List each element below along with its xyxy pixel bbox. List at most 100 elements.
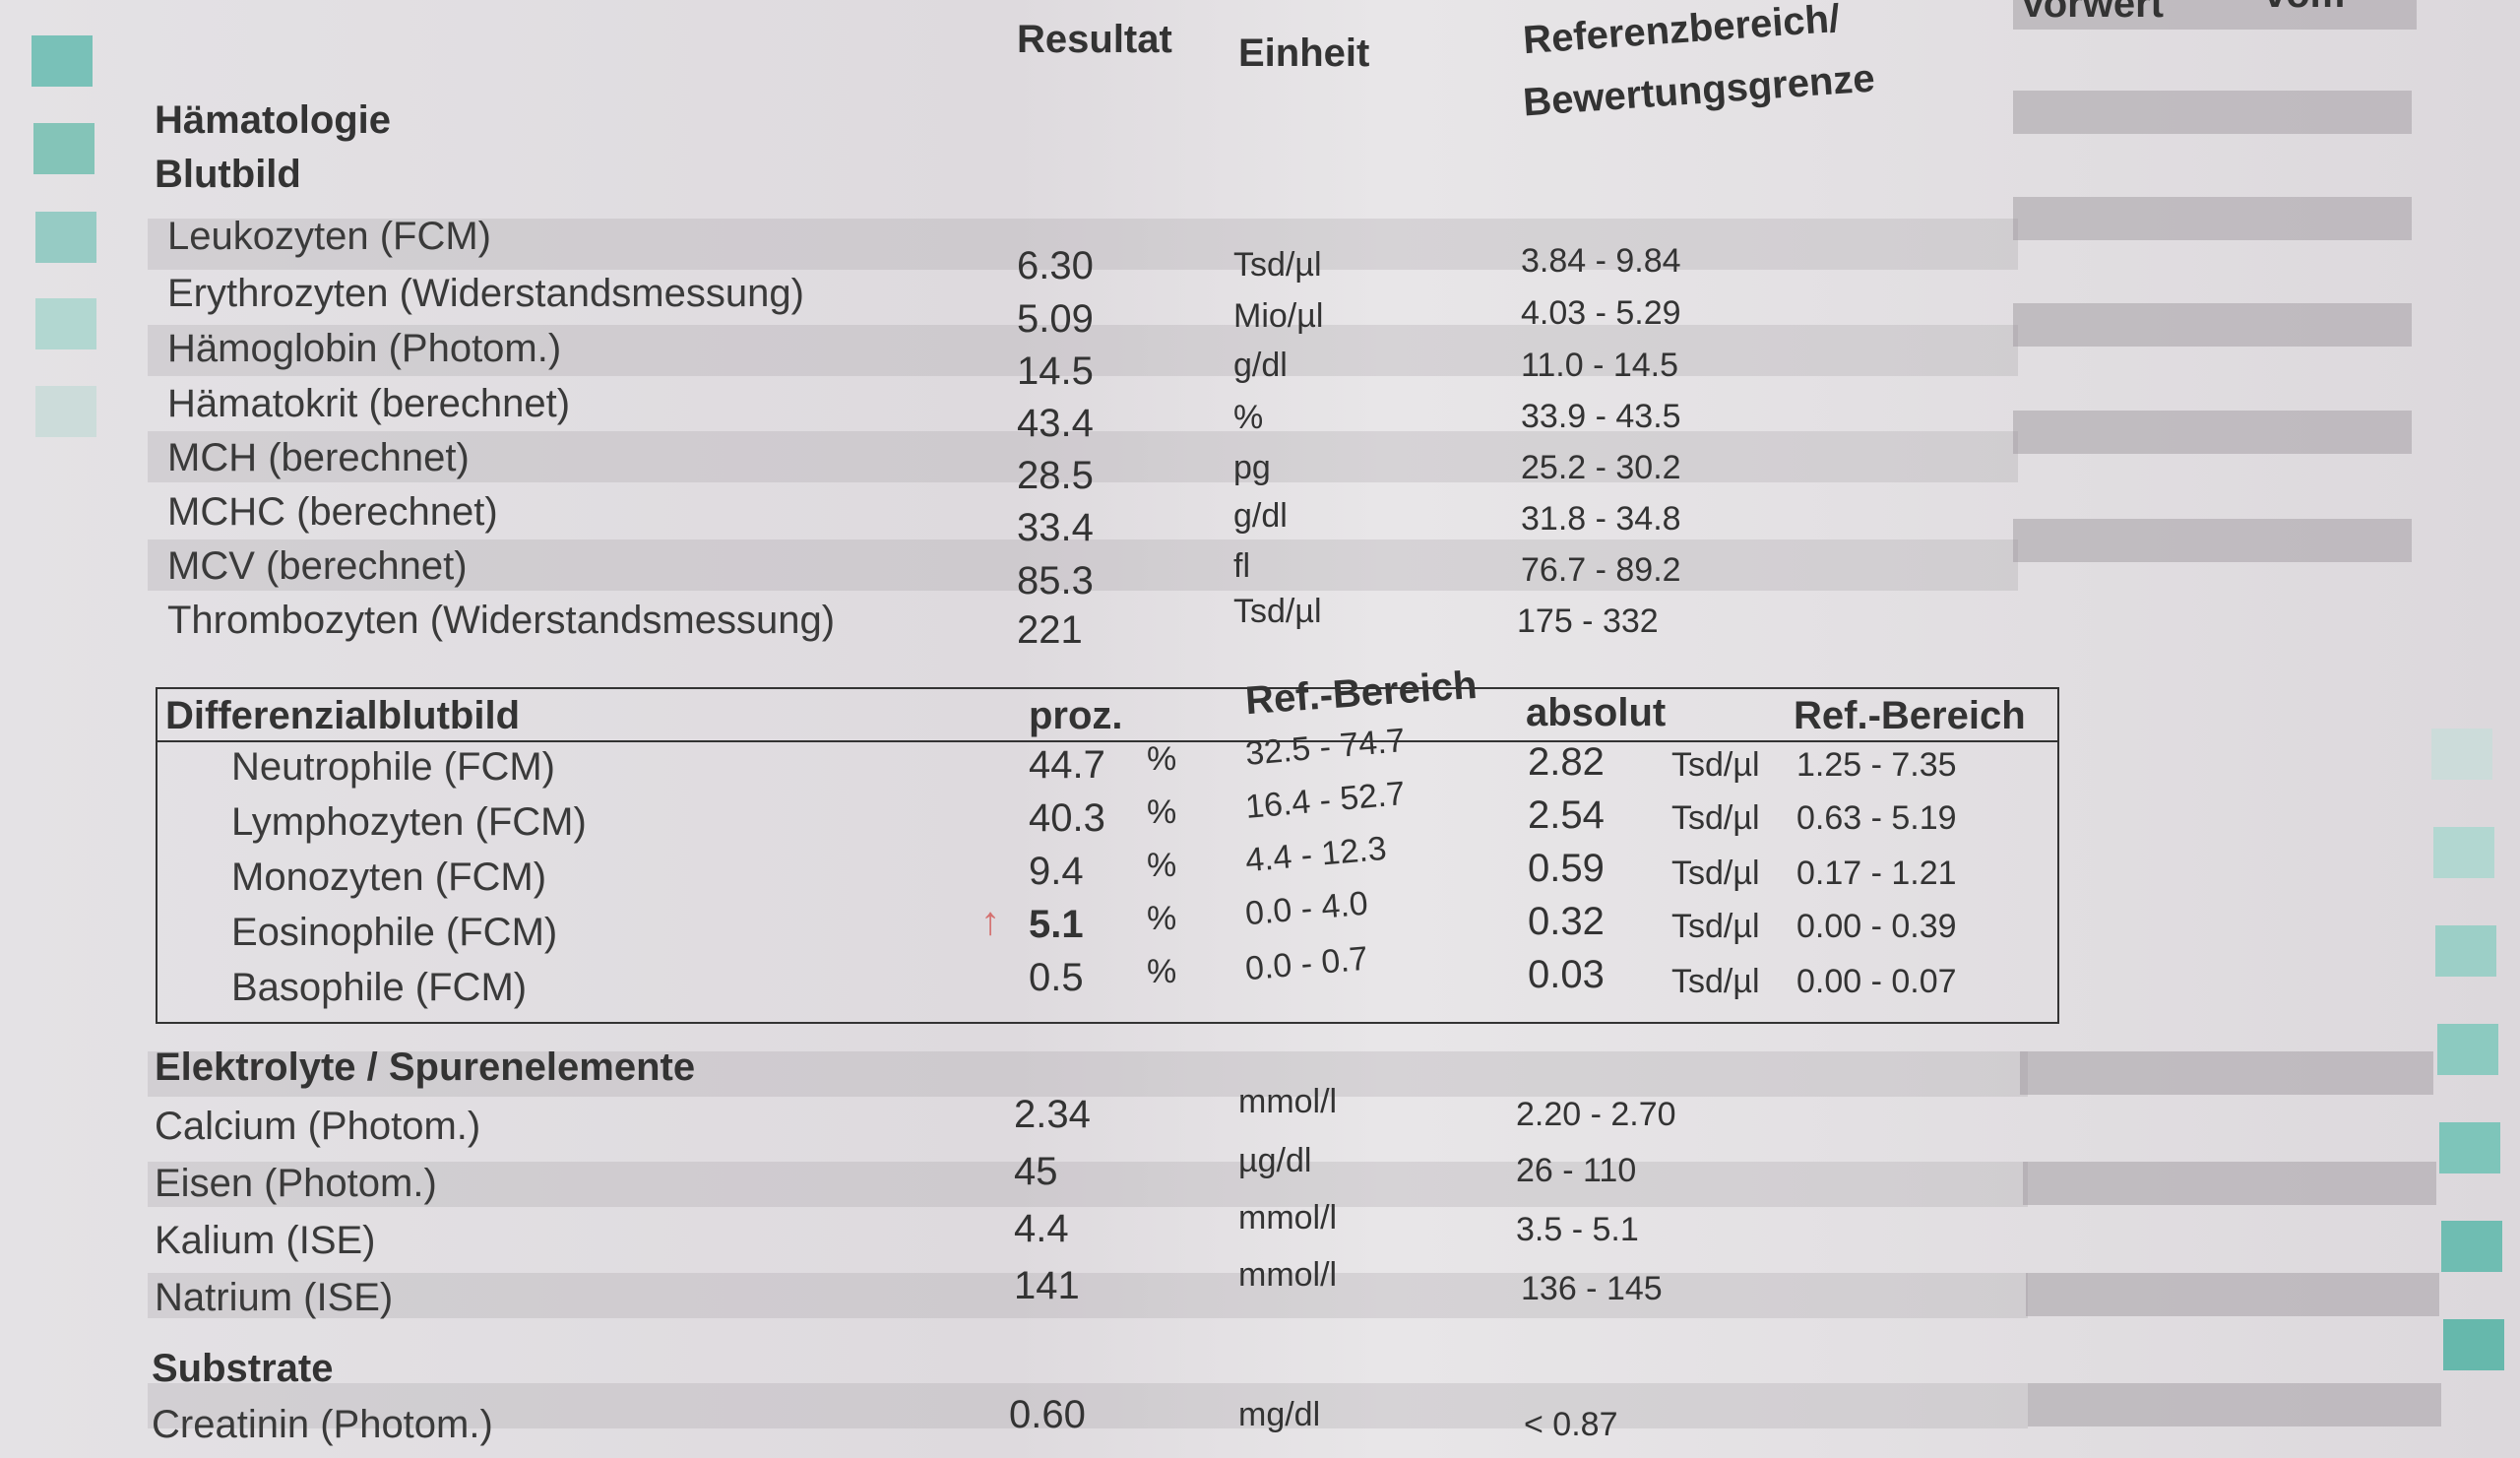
diff-abs-range: 0.63 - 5.19 <box>1796 799 1957 837</box>
diff-pct: 9.4 <box>1029 850 1084 893</box>
teal-marker <box>35 386 96 437</box>
diff-abs: 0.32 <box>1528 900 1605 943</box>
diff-abs: 0.59 <box>1528 847 1605 890</box>
test-name: Creatinin (Photom.) <box>152 1403 493 1446</box>
diff-name: Neutrophile (FCM) <box>231 745 555 789</box>
row-band <box>148 1051 2028 1097</box>
test-name: Thrombozyten (Widerstandsmessung) <box>167 599 836 642</box>
vorwert-bar <box>2013 0 2417 30</box>
vorwert-bar <box>2020 1051 2433 1095</box>
test-range: 136 - 145 <box>1521 1270 1663 1307</box>
vorwert-bar <box>2013 519 2412 562</box>
teal-marker <box>32 35 93 87</box>
diff-pct-unit: % <box>1147 900 1177 937</box>
test-range: 31.8 - 34.8 <box>1521 500 1681 538</box>
section-blutbild: Blutbild <box>155 153 301 196</box>
test-value: 4.4 <box>1014 1207 1069 1250</box>
diff-abs-range: 1.25 - 7.35 <box>1796 746 1957 784</box>
differential-title: Differenzialblutbild <box>165 694 520 737</box>
test-value: 0.60 <box>1009 1393 1086 1436</box>
diff-pct-unit: % <box>1147 793 1177 831</box>
diff-name: Basophile (FCM) <box>231 966 528 1009</box>
col-header-absolut: absolut <box>1526 691 1667 734</box>
test-unit: % <box>1233 399 1264 436</box>
row-band <box>148 325 2018 376</box>
test-name: MCH (berechnet) <box>167 436 470 479</box>
diff-abs-unit: Tsd/µl <box>1671 855 1760 892</box>
section-substrate: Substrate <box>152 1347 334 1390</box>
col-header-vom: vom <box>2264 0 2345 17</box>
teal-marker <box>35 298 96 349</box>
vorwert-bar <box>2013 411 2412 454</box>
col-header-vorwert: Vorwert <box>2020 0 2164 26</box>
test-range: 3.5 - 5.1 <box>1516 1211 1639 1248</box>
test-name: Hämatokrit (berechnet) <box>167 382 571 425</box>
vorwert-bar <box>2023 1162 2436 1205</box>
test-value: 14.5 <box>1017 349 1094 393</box>
test-unit: g/dl <box>1233 497 1288 535</box>
test-range: 26 - 110 <box>1516 1152 1637 1189</box>
test-range: 11.0 - 14.5 <box>1521 347 1679 384</box>
test-unit: Mio/µl <box>1233 297 1324 335</box>
col-header-ref-abs: Ref.-Bereich <box>1794 694 2026 737</box>
test-name: Hämoglobin (Photom.) <box>167 327 562 370</box>
teal-marker <box>2441 1221 2502 1272</box>
test-value: 6.30 <box>1017 244 1094 287</box>
diff-name: Lymphozyten (FCM) <box>231 800 587 844</box>
row-band <box>148 1383 2028 1428</box>
test-name: Erythrozyten (Widerstandsmessung) <box>167 272 804 315</box>
row-band <box>148 1162 2028 1207</box>
col-header-einheit: Einheit <box>1238 32 1370 75</box>
test-value: 85.3 <box>1017 559 1094 602</box>
diff-pct-unit: % <box>1147 847 1177 884</box>
arrow-up-icon: ↑ <box>980 900 1000 943</box>
test-value: 33.4 <box>1017 506 1094 549</box>
vorwert-bar <box>2026 1273 2439 1316</box>
test-range: < 0.87 <box>1524 1406 1618 1443</box>
test-unit: mmol/l <box>1238 1083 1338 1120</box>
row-band <box>148 1273 2028 1318</box>
vorwert-bar <box>2028 1383 2441 1426</box>
col-header-referenz: Referenzbereich/ <box>1521 0 1842 63</box>
diff-abs-unit: Tsd/µl <box>1671 908 1760 945</box>
diff-name: Eosinophile (FCM) <box>231 911 558 954</box>
vorwert-bar <box>2013 303 2412 347</box>
row-band <box>148 539 2018 591</box>
diff-abs-unit: Tsd/µl <box>1671 799 1760 837</box>
test-unit: pg <box>1233 449 1271 486</box>
test-unit: fl <box>1233 547 1250 585</box>
test-value: 43.4 <box>1017 402 1094 445</box>
test-range: 2.20 - 2.70 <box>1516 1096 1676 1133</box>
differential-box <box>156 687 2059 1024</box>
diff-abs: 2.54 <box>1528 793 1605 837</box>
test-value: 28.5 <box>1017 454 1094 497</box>
teal-marker <box>2431 729 2492 780</box>
diff-name: Monozyten (FCM) <box>231 856 547 899</box>
teal-marker <box>2437 1024 2498 1075</box>
diff-abs-unit: Tsd/µl <box>1671 963 1760 1000</box>
diff-abs: 0.03 <box>1528 953 1605 996</box>
diff-pct: 5.1 <box>1029 903 1084 946</box>
teal-marker <box>35 212 96 263</box>
diff-pct: 44.7 <box>1029 743 1105 787</box>
section-haematologie: Hämatologie <box>155 98 392 142</box>
test-name: Eisen (Photom.) <box>155 1162 437 1205</box>
vorwert-bar <box>2013 91 2412 134</box>
row-band <box>148 219 2018 270</box>
diff-abs-range: 0.17 - 1.21 <box>1796 855 1957 892</box>
teal-marker <box>2433 827 2494 878</box>
diff-pct: 0.5 <box>1029 956 1084 999</box>
teal-marker <box>2439 1122 2500 1173</box>
test-unit: µg/dl <box>1238 1142 1312 1179</box>
test-range: 25.2 - 30.2 <box>1521 449 1681 486</box>
diff-pct-unit: % <box>1147 953 1177 990</box>
test-unit: mg/dl <box>1238 1396 1321 1433</box>
test-name: Natrium (ISE) <box>155 1276 394 1319</box>
vorwert-bar <box>2013 197 2412 240</box>
teal-marker <box>33 123 94 174</box>
section-elektrolyte: Elektrolyte / Spurenelemente <box>155 1046 696 1089</box>
test-name: MCV (berechnet) <box>167 544 468 588</box>
teal-marker <box>2435 925 2496 977</box>
diff-abs-range: 0.00 - 0.07 <box>1796 963 1957 1000</box>
test-unit: g/dl <box>1233 347 1288 384</box>
